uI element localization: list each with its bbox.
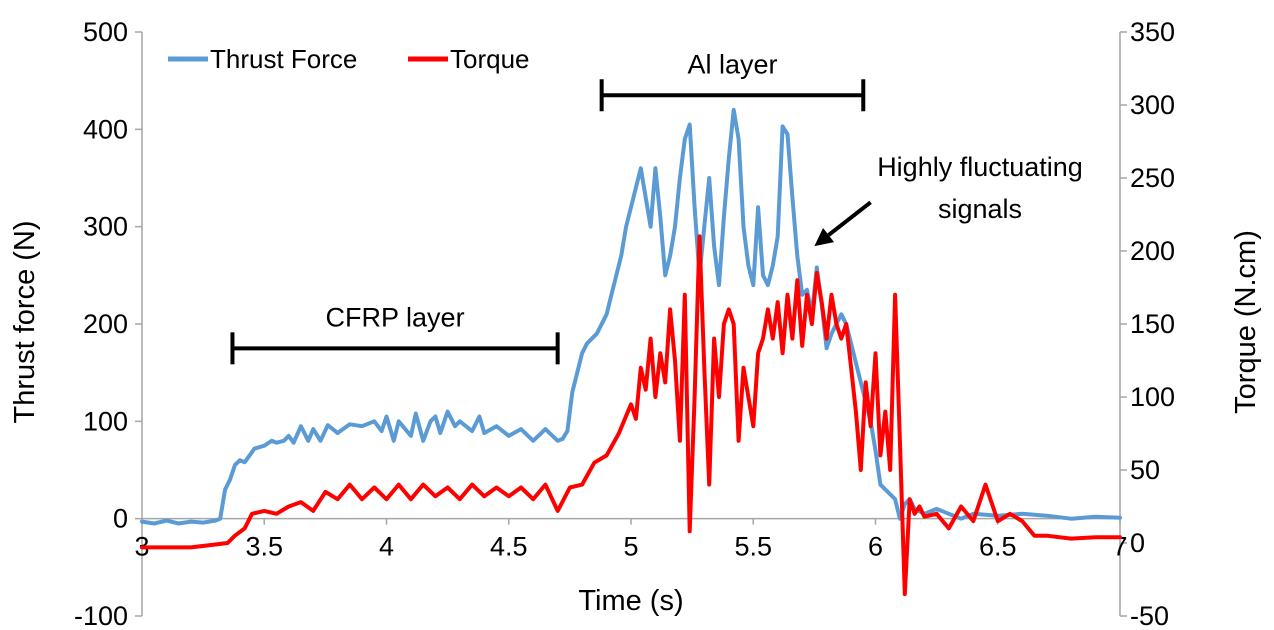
left-tick-label: 500 xyxy=(83,17,128,47)
left-tick-label: 0 xyxy=(113,504,128,534)
x-tick-label: 5.5 xyxy=(734,532,772,562)
left-tick-label: 200 xyxy=(83,309,128,339)
al-layer-label: Al layer xyxy=(687,49,777,79)
x-tick-label: 5 xyxy=(623,532,638,562)
left-tick-label: 300 xyxy=(83,212,128,242)
fluct-label-line-2: signals xyxy=(938,194,1022,224)
fluct-arrow-head xyxy=(814,227,835,247)
right-tick-label: 250 xyxy=(1130,163,1175,193)
left-tick-labels: -100 0 100 200 300 400 500 xyxy=(74,17,142,630)
right-tick-label: 150 xyxy=(1130,309,1175,339)
y2-axis-title: Torque (N.cm) xyxy=(1230,230,1262,414)
series-line-thrust-force xyxy=(140,107,1122,526)
right-tick-label: 50 xyxy=(1130,455,1160,485)
x-tick-label: 4.5 xyxy=(490,532,528,562)
x-tick-label: 6.5 xyxy=(979,532,1017,562)
annotations: CFRP layer Al layer Highly fluctuating s… xyxy=(230,49,1083,365)
legend-label-torque: Torque xyxy=(450,44,530,74)
x-tick-label: 6 xyxy=(868,532,883,562)
right-tick-labels: -50 0 50 100 150 200 250 300 350 xyxy=(1120,17,1175,630)
series-line-torque xyxy=(140,234,1122,597)
x-tick-label: 3.5 xyxy=(245,532,283,562)
series-layer xyxy=(140,107,1122,597)
x-tick-label: 4 xyxy=(379,532,394,562)
right-tick-label: 350 xyxy=(1130,17,1175,47)
right-tick-label: 300 xyxy=(1130,90,1175,120)
legend-label-thrust-force: Thrust Force xyxy=(210,44,357,74)
cfrp-layer-label: CFRP layer xyxy=(326,302,465,332)
cfrp-bracket: CFRP layer xyxy=(230,302,560,365)
right-tick-label: -50 xyxy=(1130,601,1169,630)
fluct-arrow-line xyxy=(827,200,872,237)
axes xyxy=(141,32,1121,616)
x-tick-labels: 3 3.5 4 4.5 5 5.5 6 6.5 7 xyxy=(134,518,1128,562)
left-tick-label: -100 xyxy=(74,601,128,630)
y-axis-title: Thrust force (N) xyxy=(9,220,41,423)
left-tick-label: 400 xyxy=(83,114,128,144)
right-tick-label: 200 xyxy=(1130,236,1175,266)
right-tick-label: 100 xyxy=(1130,382,1175,412)
fluct-annotation: Highly fluctuating signals xyxy=(814,152,1083,247)
legend: Thrust Force Torque xyxy=(168,44,530,74)
left-tick-label: 100 xyxy=(83,406,128,436)
right-tick-label: 0 xyxy=(1130,528,1145,558)
x-axis-title: Time (s) xyxy=(578,585,683,617)
al-bracket: Al layer xyxy=(599,49,866,112)
fluct-label-line-1: Highly fluctuating xyxy=(877,152,1083,182)
